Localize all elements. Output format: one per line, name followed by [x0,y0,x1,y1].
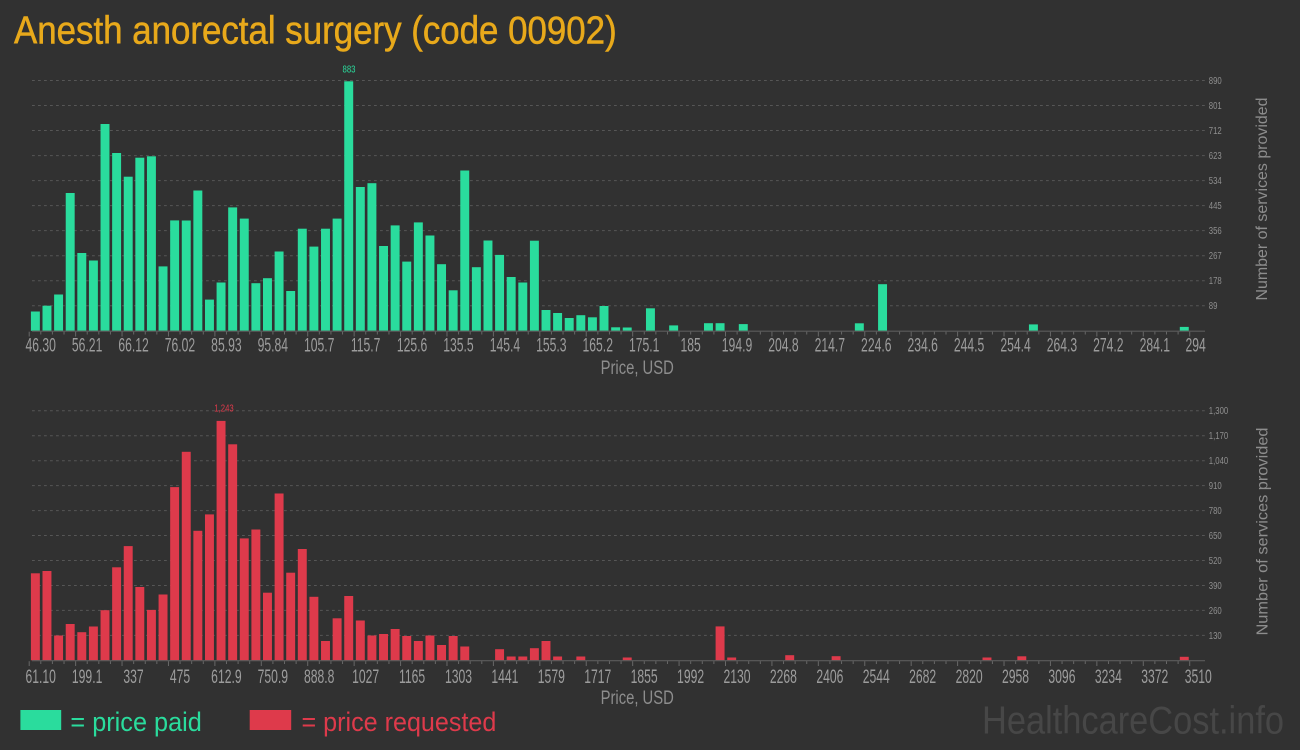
svg-text:890: 890 [1209,75,1222,86]
svg-text:2130: 2130 [723,668,750,688]
svg-text:780: 780 [1209,505,1222,516]
svg-text:1165: 1165 [399,668,425,688]
svg-text:294: 294 [1186,336,1206,356]
svg-text:145.4: 145.4 [490,336,521,356]
svg-text:612.9: 612.9 [211,668,242,688]
svg-text:199.1: 199.1 [72,668,103,688]
svg-text:56.21: 56.21 [72,336,103,356]
svg-text:2958: 2958 [1002,668,1029,688]
svg-text:115.7: 115.7 [351,336,381,356]
svg-text:910: 910 [1209,480,1222,491]
svg-text:2406: 2406 [816,668,843,688]
svg-text:356: 356 [1209,225,1222,236]
svg-text:260: 260 [1209,605,1222,616]
svg-text:2544: 2544 [863,668,890,688]
svg-text:623: 623 [1209,150,1222,161]
svg-text:390: 390 [1209,580,1222,591]
svg-text:284.1: 284.1 [1140,336,1171,356]
svg-text:89: 89 [1209,300,1218,311]
svg-text:1441: 1441 [491,668,518,688]
svg-text:175.1: 175.1 [629,336,660,356]
svg-text:1717: 1717 [584,668,611,688]
svg-text:650: 650 [1209,530,1222,541]
svg-text:3372: 3372 [1141,668,1168,688]
svg-text:95.84: 95.84 [258,336,289,356]
svg-text:337: 337 [123,668,143,688]
svg-text:61.10: 61.10 [25,668,56,688]
svg-text:1992: 1992 [677,668,704,688]
svg-text:712: 712 [1209,125,1222,136]
svg-text:194.9: 194.9 [722,336,753,356]
svg-text:66.12: 66.12 [118,336,149,356]
svg-text:Anesth anorectal surgery (code: Anesth anorectal surgery (code 00902) [14,8,617,52]
svg-text:534: 534 [1209,175,1222,186]
svg-text:Price, USD: Price, USD [601,686,674,709]
svg-text:Number of services provided: Number of services provided [1255,428,1272,636]
svg-text:1027: 1027 [352,668,379,688]
svg-text:125.6: 125.6 [397,336,428,356]
svg-text:135.5: 135.5 [443,336,474,356]
svg-text:85.93: 85.93 [211,336,242,356]
svg-text:46.30: 46.30 [25,336,56,356]
svg-text:3510: 3510 [1185,668,1212,688]
svg-text:244.5: 244.5 [954,336,985,356]
svg-text:165.2: 165.2 [583,336,614,356]
svg-text:1579: 1579 [538,668,565,688]
svg-text:264.3: 264.3 [1047,336,1078,356]
svg-text:254.4: 254.4 [1000,336,1031,356]
svg-text:475: 475 [170,668,190,688]
svg-text:888.8: 888.8 [304,668,335,688]
svg-text:130: 130 [1209,630,1222,641]
svg-text:2820: 2820 [956,668,983,688]
svg-text:1,170: 1,170 [1209,430,1228,441]
svg-text:445: 445 [1209,200,1222,211]
svg-text:1855: 1855 [631,668,658,688]
svg-text:105.7: 105.7 [304,336,335,356]
svg-text:204.8: 204.8 [768,336,799,356]
svg-text:234.6: 234.6 [907,336,938,356]
svg-text:3096: 3096 [1048,668,1075,688]
svg-text:1303: 1303 [445,668,472,688]
svg-text:HealthcareCost.info: HealthcareCost.info [982,700,1284,743]
svg-text:3234: 3234 [1095,668,1122,688]
svg-text:2268: 2268 [770,668,797,688]
svg-text:267: 267 [1209,250,1222,261]
svg-text:1,040: 1,040 [1209,455,1228,466]
svg-text:185: 185 [680,336,700,356]
svg-text:178: 178 [1209,275,1222,286]
svg-text:214.7: 214.7 [815,336,846,356]
svg-text:224.6: 224.6 [861,336,892,356]
svg-text:883: 883 [343,64,356,75]
svg-text:1,243: 1,243 [214,403,233,414]
svg-text:1,300: 1,300 [1209,405,1228,416]
svg-text:750.9: 750.9 [258,668,289,688]
svg-text:520: 520 [1209,555,1222,566]
svg-text:= price paid: = price paid [70,706,201,737]
svg-text:Number of services provided: Number of services provided [1254,98,1271,301]
svg-text:801: 801 [1209,100,1222,111]
svg-text:Price, USD: Price, USD [601,356,674,379]
svg-text:2682: 2682 [909,668,936,688]
svg-text:155.3: 155.3 [536,336,567,356]
svg-text:76.02: 76.02 [165,336,196,356]
svg-text:274.2: 274.2 [1093,336,1124,356]
svg-text:= price requested: = price requested [302,706,497,737]
